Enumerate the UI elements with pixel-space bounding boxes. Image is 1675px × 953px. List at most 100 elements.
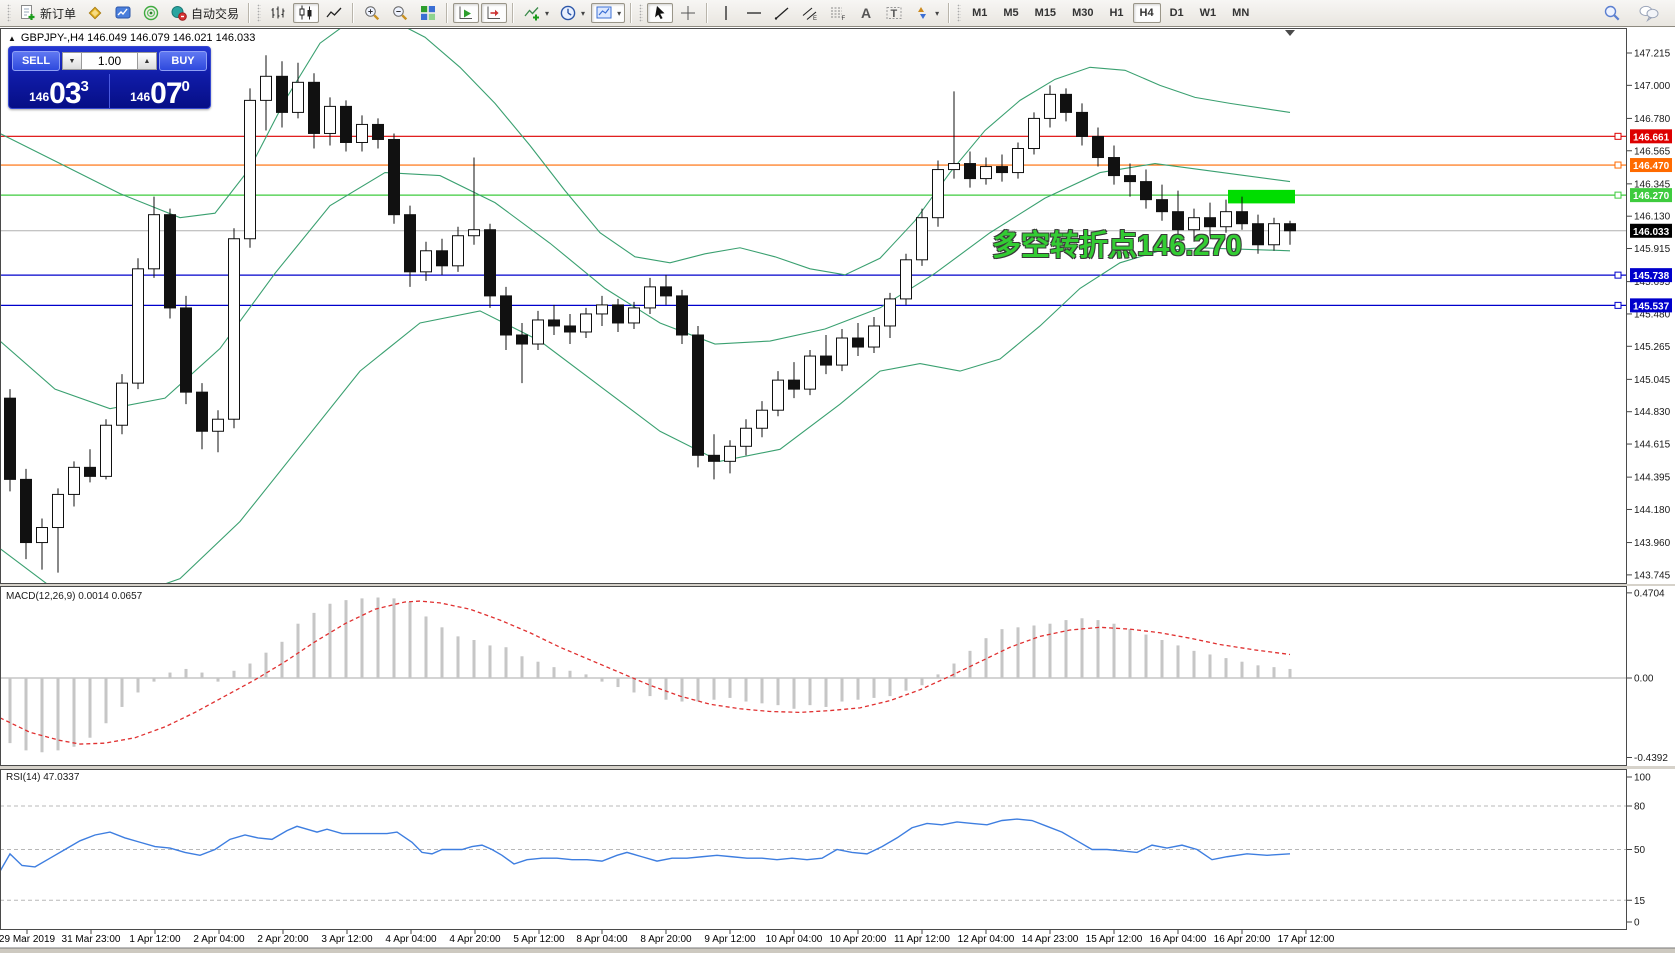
horizontal-line-button[interactable] (741, 3, 767, 23)
timeframe-m5[interactable]: M5 (996, 3, 1025, 23)
highlight-rectangle[interactable] (1228, 189, 1295, 204)
svg-text:145.537: 145.537 (1633, 301, 1670, 312)
candle-body (404, 214, 416, 273)
sell-button[interactable]: SELL (12, 51, 60, 71)
chart-window: 147.215 147.000 146.780 146.565 146.345 146.1… (0, 28, 1675, 953)
candle-body (324, 105, 336, 134)
svg-text:E: E (813, 16, 817, 22)
time-axis-label: 10 Apr 20:00 (829, 934, 887, 945)
rsi-axis-label: 0 (1634, 918, 1640, 929)
candle-body (564, 325, 576, 333)
trendline-button[interactable] (769, 3, 795, 23)
new-order-button[interactable]: 新订单 (15, 3, 80, 23)
sell-price[interactable]: 146 03 3 (9, 74, 110, 108)
resistance-line-2-handle[interactable] (1614, 161, 1622, 169)
cursor-button[interactable] (647, 3, 674, 23)
autotrading-button[interactable]: 自动交易 (166, 3, 243, 23)
text-icon: A (857, 4, 875, 22)
candle-body (372, 123, 384, 140)
time-axis-label: 12 Apr 04:00 (957, 934, 1015, 945)
tile-windows-button[interactable] (415, 3, 441, 23)
arrows-button[interactable]: ▾ (909, 3, 943, 23)
search-button[interactable] (1598, 3, 1626, 23)
support-line-2-handle[interactable] (1614, 301, 1622, 309)
chart-shift-button[interactable] (481, 3, 508, 23)
candle-body (1220, 211, 1232, 228)
pane-separator[interactable] (0, 766, 1675, 769)
terminal-button[interactable] (110, 3, 136, 23)
pivot-line-handle[interactable] (1614, 191, 1622, 199)
pane-separator[interactable] (0, 584, 1675, 586)
line-chart-icon (325, 4, 343, 22)
vertical-line-button[interactable] (713, 3, 739, 23)
auto-scroll-button[interactable] (453, 3, 480, 23)
rsi-panel-border (0, 769, 1627, 930)
channel-icon: E (801, 4, 819, 22)
fibonacci-button[interactable]: F (825, 3, 851, 23)
equidistant-channel-button[interactable]: E (797, 3, 823, 23)
signals-button[interactable] (138, 3, 164, 23)
candle-body (260, 75, 272, 101)
buy-price[interactable]: 146 07 0 (110, 74, 210, 108)
candle-body (148, 214, 160, 270)
candle-body (420, 250, 432, 273)
crosshair-button[interactable] (675, 3, 701, 23)
zoom-in-button[interactable] (359, 3, 385, 23)
candle-body (1076, 111, 1088, 137)
periods-button[interactable]: ▾ (555, 3, 589, 23)
toolbar-grip (257, 4, 262, 22)
hline-icon (745, 4, 763, 22)
metaeditor-button[interactable] (82, 3, 108, 23)
resistance-line-2-price-badge (1630, 158, 1672, 173)
trendline-icon (773, 4, 791, 22)
volume-field[interactable]: 1.00 (82, 52, 137, 70)
candle-body (132, 268, 144, 384)
support-line-1-handle[interactable] (1614, 271, 1622, 279)
timeframe-h4[interactable]: H4 (1132, 3, 1161, 23)
svg-text:145.738: 145.738 (1633, 271, 1670, 282)
text-label-button[interactable]: T (881, 3, 907, 23)
candle-body (180, 307, 192, 393)
price-axis-label: 147.215 (1634, 49, 1671, 60)
pivot-line-price-badge (1630, 188, 1672, 203)
chart-annotation-text[interactable]: 多空转折点146.270 (992, 230, 1242, 262)
timeframe-m30[interactable]: M30 (1065, 3, 1100, 23)
resistance-line-1-handle[interactable] (1614, 132, 1622, 140)
dropdown-caret-icon[interactable]: ▾ (581, 8, 586, 18)
timeframe-h1[interactable]: H1 (1102, 3, 1130, 23)
support-line-2-price-badge (1630, 298, 1672, 313)
price-axis-label: 144.615 (1634, 440, 1671, 451)
indicators-button[interactable]: ▾ (519, 3, 553, 23)
collapse-panel-icon[interactable]: ▲ (8, 33, 16, 43)
timeframe-mn[interactable]: MN (1225, 3, 1256, 23)
price-axis-label: 145.695 (1634, 277, 1671, 288)
time-axis-label: 29 Mar 2019 (0, 934, 56, 945)
zoom-out-button[interactable] (387, 3, 413, 23)
templates-button[interactable]: ▾ (591, 3, 626, 23)
dropdown-caret-icon[interactable]: ▾ (545, 8, 550, 18)
timeframe-m30-label: M30 (1072, 7, 1094, 19)
candlestick-button[interactable] (293, 3, 320, 23)
line-chart-button[interactable] (321, 3, 347, 23)
volume-decrease-button[interactable]: ▼ (62, 52, 82, 70)
timeframe-w1[interactable]: W1 (1193, 3, 1224, 23)
candle-body (228, 238, 240, 420)
time-axis-label: 3 Apr 12:00 (321, 934, 373, 945)
timeframe-d1-label: D1 (1169, 7, 1184, 19)
candle-body (532, 319, 544, 345)
bar-chart-button[interactable] (265, 3, 291, 23)
buy-button[interactable]: BUY (159, 51, 207, 71)
chat-button[interactable] (1634, 3, 1664, 23)
timeframe-d1[interactable]: D1 (1163, 3, 1191, 23)
text-button[interactable]: A (853, 3, 879, 23)
timeframe-m1[interactable]: M1 (965, 3, 994, 23)
symbol-ohlc-text: GBPJPY-,H4 146.049 146.079 146.021 146.0… (20, 32, 256, 44)
volume-increase-button[interactable]: ▲ (137, 52, 157, 70)
candle-body (788, 379, 800, 390)
timeframe-m15[interactable]: M15 (1028, 3, 1063, 23)
candle-body (740, 427, 752, 447)
macd-signal-line (0, 600, 1291, 745)
dropdown-caret-icon[interactable]: ▾ (935, 8, 940, 18)
dropdown-caret-icon[interactable]: ▾ (617, 8, 622, 18)
candle-body (932, 169, 944, 219)
